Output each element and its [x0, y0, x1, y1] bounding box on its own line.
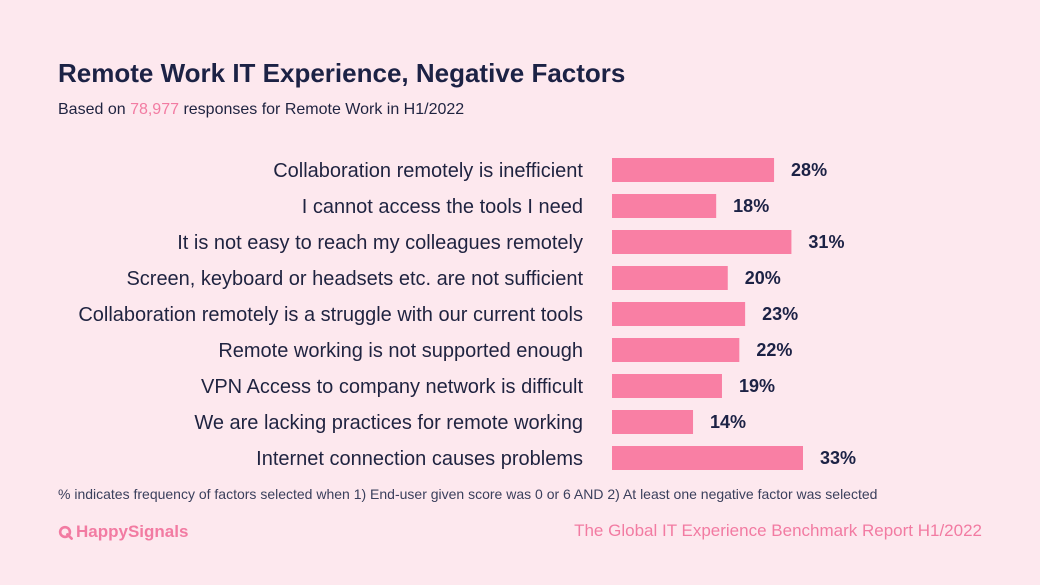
response-count: 78,977: [130, 101, 179, 118]
value-label: 23%: [762, 304, 798, 324]
category-label: I cannot access the tools I need: [302, 196, 583, 218]
value-label: 33%: [820, 448, 856, 468]
subtitle-prefix: Based on: [58, 101, 131, 118]
category-label: Collaboration remotely is a struggle wit…: [78, 304, 583, 326]
value-label: 19%: [739, 376, 775, 396]
category-label: Remote working is not supported enough: [218, 340, 583, 362]
value-label: 31%: [808, 232, 844, 252]
logo-text: HappySignals: [76, 522, 189, 541]
bar: [612, 302, 746, 326]
bar: [612, 158, 775, 182]
bar: [612, 230, 792, 254]
bar: [612, 338, 740, 362]
category-label: VPN Access to company network is difficu…: [201, 376, 583, 398]
bar: [612, 374, 722, 398]
report-name: The Global IT Experience Benchmark Repor…: [574, 521, 982, 540]
q-logo-icon: [58, 525, 73, 540]
subtitle-suffix: responses for Remote Work in H1/2022: [179, 101, 465, 118]
value-label: 28%: [791, 160, 827, 180]
value-label: 22%: [756, 340, 792, 360]
bar: [612, 446, 803, 470]
chart-subtitle: Based on 78,977 responses for Remote Wor…: [58, 101, 464, 119]
category-label: Screen, keyboard or headsets etc. are no…: [126, 268, 583, 290]
category-label: We are lacking practices for remote work…: [194, 412, 583, 434]
value-label: 18%: [733, 196, 769, 216]
bar: [612, 266, 728, 290]
category-label: Internet connection causes problems: [256, 448, 583, 470]
footnote: % indicates frequency of factors selecte…: [58, 486, 878, 502]
chart-title: Remote Work IT Experience, Negative Fact…: [58, 58, 626, 88]
category-label: Collaboration remotely is inefficient: [273, 160, 583, 182]
bar: [612, 410, 694, 434]
category-label: It is not easy to reach my colleagues re…: [177, 232, 583, 254]
happysignals-logo: HappySignals: [58, 522, 188, 542]
bar: [612, 194, 717, 218]
value-label: 14%: [710, 412, 746, 432]
value-label: 20%: [745, 268, 781, 288]
